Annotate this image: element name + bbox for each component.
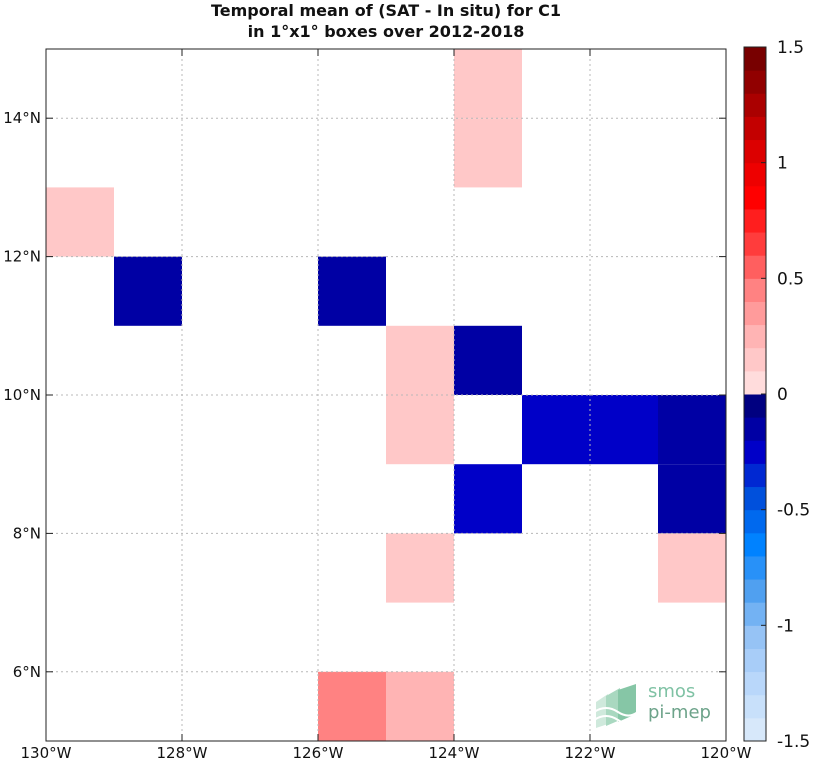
colorbar-level [744,324,766,349]
y-tick-label: 12°N [3,248,41,266]
colorbar-level [744,162,766,187]
colorbar-level [744,301,766,326]
logo-text-pi-mep: pi-mep [648,702,711,723]
colorbar-level [744,671,766,696]
heatmap-cell [454,49,522,119]
colorbar-tick-label: 0 [777,385,788,405]
colorbar-level [744,70,766,94]
heatmap-cell [454,464,522,534]
colorbar-level [744,625,766,649]
colorbar-level [744,555,766,580]
heatmap-cell [590,395,658,465]
colorbar-tick-label: -1.5 [777,732,810,752]
colorbar-level [744,139,766,164]
logo-waves-icon [593,684,641,728]
colorbar-level [744,579,766,603]
heatmap-cell [46,187,114,257]
x-tick-label: 120°W [701,744,752,762]
colorbar-tick-label: -0.5 [777,501,810,521]
colorbar-level [744,394,766,418]
colorbar-level [744,417,766,441]
colorbar-level [744,47,766,71]
colorbar-level [744,717,766,742]
y-tick-label: 6°N [13,663,41,681]
heatmap-cell [386,325,454,395]
colorbar-level [744,370,766,395]
colorbar-level [744,278,766,302]
heatmap-cell [658,533,726,603]
chart-title-line-1: Temporal mean of (SAT - In situ) for C1 [210,1,562,20]
colorbar-tick-label: 0.5 [777,269,804,289]
chart-title: Temporal mean of (SAT - In situ) for C1 … [46,0,726,42]
heatmap-cell [386,533,454,603]
heatmap-cell [386,671,454,741]
x-tick-label: 124°W [429,744,480,762]
colorbar-tick-label: 1 [777,154,788,174]
heatmap-cell [658,464,726,534]
colorbar-level [744,440,766,464]
logo-text-smos: smos [648,681,696,702]
colorbar-level [744,93,766,117]
colorbar-level [744,694,766,719]
colorbar-level [744,232,766,256]
colorbar-level [744,509,766,534]
colorbar-level [744,347,766,372]
x-tick-label: 122°W [565,744,616,762]
smos-pi-mep-logo: smos pi-mep [592,682,727,730]
heatmap-cell [318,256,386,326]
colorbar-level [744,463,766,488]
heatmap-cell [658,395,726,465]
colorbar-tick-label: 1.5 [777,38,804,58]
heatmap-cell [454,118,522,188]
colorbar-level [744,208,766,233]
colorbar-level [744,116,766,141]
colorbar-level [744,532,766,557]
colorbar-level [744,486,766,511]
x-tick-label: 126°W [293,744,344,762]
heatmap-cell [386,395,454,465]
colorbar-tick-label: -1 [777,616,794,636]
colorbar-level [744,648,766,673]
y-tick-label: 14°N [3,109,41,127]
heatmap-cell [318,671,386,741]
chart-title-line-2: in 1°x1° boxes over 2012-2018 [247,22,525,41]
heatmap-cell [114,256,182,326]
heatmap-cell [454,325,522,395]
x-tick-label: 130°W [21,744,72,762]
heatmap-cell [522,395,590,465]
colorbar-level [744,255,766,279]
colorbar-level [744,602,766,626]
colorbar-level [744,185,766,210]
y-tick-label: 8°N [13,524,41,542]
x-tick-label: 128°W [157,744,208,762]
y-tick-label: 10°N [3,386,41,404]
